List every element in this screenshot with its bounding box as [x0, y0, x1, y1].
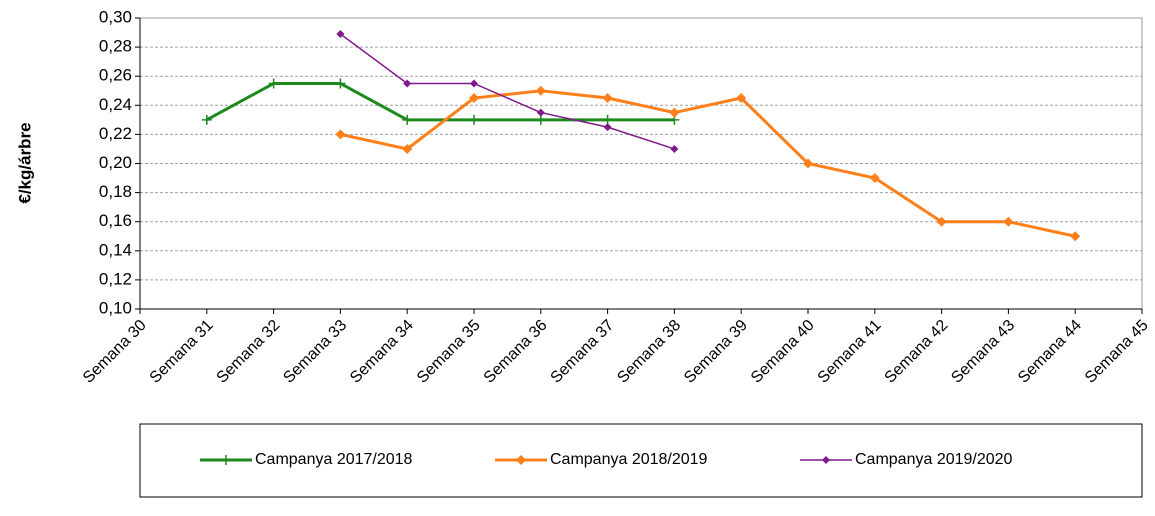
legend-label: Campanya 2019/2020 — [855, 451, 1013, 468]
x-tick-label: Semana 39 — [681, 317, 751, 387]
legend-marker — [822, 456, 830, 464]
legend-box — [139, 423, 1143, 498]
x-tick-label: Semana 45 — [1082, 317, 1152, 387]
data-point — [669, 107, 680, 118]
series-line — [206, 81, 675, 122]
y-axis-label: €/kg/árbre — [15, 122, 34, 203]
data-point — [1003, 216, 1014, 227]
series-line — [339, 33, 675, 150]
data-point — [470, 79, 478, 88]
data-point — [869, 173, 880, 184]
x-tick-label: Semana 36 — [481, 317, 551, 387]
y-tick-label: 0,24 — [99, 95, 132, 114]
legend-item: Campanya 2017/2018 — [200, 451, 413, 468]
x-tick-label: Semana 42 — [882, 317, 952, 387]
legend-marker — [221, 455, 231, 465]
y-tick-label: 0,26 — [99, 66, 132, 85]
legend-item: Campanya 2019/2020 — [800, 451, 1013, 468]
legend-label: Campanya 2018/2019 — [550, 451, 708, 468]
x-tick-label: Semana 41 — [815, 317, 885, 387]
data-point — [535, 85, 546, 96]
x-tick-label: Semana 34 — [347, 317, 417, 387]
series-line — [340, 89, 1076, 238]
x-tick-label: Semana 35 — [414, 317, 484, 387]
x-tick-label: Semana 43 — [948, 317, 1018, 387]
y-tick-label: 0,30 — [99, 7, 132, 26]
data-point — [469, 114, 479, 125]
legend-item: Campanya 2018/2019 — [495, 451, 708, 468]
data-point — [402, 114, 413, 125]
data-point — [736, 93, 747, 104]
x-tick-label: Semana 31 — [147, 317, 217, 387]
y-tick-label: 0,20 — [99, 153, 132, 172]
data-point — [402, 143, 413, 154]
y-tick-label: 0,18 — [99, 182, 132, 201]
y-tick-label: 0,12 — [99, 269, 132, 288]
data-point — [670, 144, 679, 153]
data-point — [1070, 231, 1081, 242]
x-tick-label: Semana 40 — [748, 317, 818, 387]
x-tick-label: Semana 37 — [548, 317, 618, 387]
data-point — [335, 78, 346, 89]
y-tick-label: 0,22 — [99, 124, 132, 143]
legend-marker — [516, 455, 526, 465]
y-tick-label: 0,10 — [99, 298, 132, 317]
data-point — [335, 129, 346, 140]
data-point — [201, 114, 212, 125]
data-point — [336, 30, 345, 39]
y-tick-label: 0,16 — [99, 211, 132, 230]
data-point — [268, 78, 279, 89]
x-tick-label: Semana 33 — [280, 317, 350, 387]
data-point — [602, 93, 613, 104]
data-point — [803, 158, 813, 169]
data-point — [603, 123, 612, 132]
x-tick-label: Semana 30 — [80, 317, 150, 387]
data-point — [403, 79, 412, 88]
data-point — [469, 93, 479, 104]
data-point — [536, 108, 545, 117]
legend-label: Campanya 2017/2018 — [255, 451, 413, 468]
x-tick-label: Semana 44 — [1015, 317, 1085, 387]
x-tick-label: Semana 32 — [214, 317, 284, 387]
y-tick-label: 0,14 — [99, 240, 132, 259]
data-point — [936, 216, 947, 227]
x-tick-label: Semana 38 — [614, 317, 684, 387]
y-tick-label: 0,28 — [99, 37, 132, 56]
